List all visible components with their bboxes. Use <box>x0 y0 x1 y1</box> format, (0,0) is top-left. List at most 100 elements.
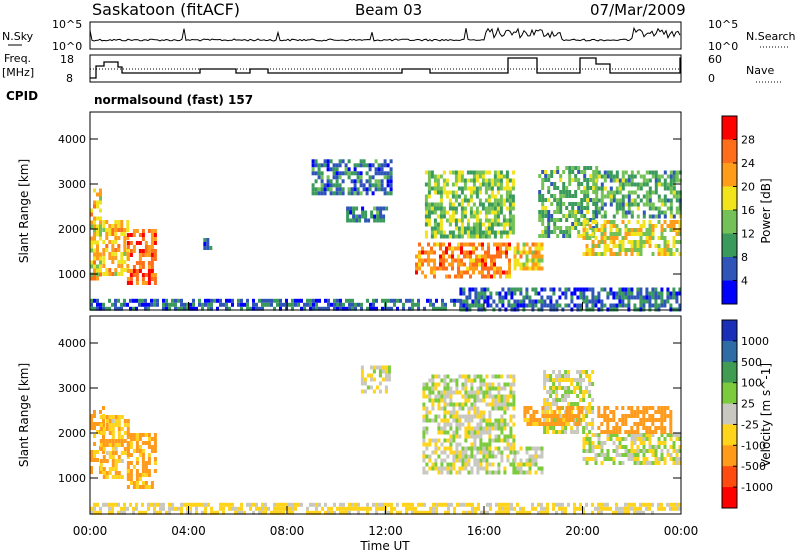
x-axis: 00:00 04:00 08:00 12:00 16:00 20:00 00:00 <box>73 302 699 538</box>
x-tick-label: 12:00 <box>368 524 403 538</box>
heatmap-region <box>203 238 213 250</box>
colorbar-swatch <box>722 424 737 446</box>
colorbar-frame <box>721 319 738 509</box>
colorbar-tick-label: -100 <box>741 439 766 452</box>
heatmap-region <box>90 298 462 311</box>
y-tick-label: 2000 <box>58 427 86 440</box>
cpid-label: CPID <box>6 89 38 103</box>
colorbar-swatch <box>722 466 737 488</box>
heatmap-region <box>90 188 102 281</box>
noise-panel: N.Sky 10^5 10^0 10^5 10^0 N.Search <box>2 18 796 53</box>
cpid-value: normalsound (fast) 157 <box>94 93 253 107</box>
nave-tick-bottom: 0 <box>708 72 715 85</box>
colorbar-tick-label: 8 <box>741 251 748 264</box>
x-tick-label: 00:00 <box>73 524 108 538</box>
colorbar-tick-label: 16 <box>741 204 755 217</box>
heatmap-region <box>513 242 544 271</box>
colorbar-swatch <box>722 340 737 363</box>
y-tick-label: 4000 <box>58 133 86 146</box>
colorbar-tick-label: 1000 <box>741 335 769 348</box>
nave-tick-top: 60 <box>708 53 722 66</box>
colorbar-swatch <box>722 233 737 258</box>
freq-tick-bottom: 8 <box>66 72 73 85</box>
colorbar-tick-label: -500 <box>741 460 766 473</box>
freq-tick-top: 18 <box>60 53 74 66</box>
colorbar-swatch <box>722 210 737 234</box>
noise-right-tick-top: 10^5 <box>708 18 738 31</box>
colorbar-swatch <box>722 116 737 140</box>
y-tick-label: 3000 <box>58 178 86 191</box>
heatmap-region <box>102 220 130 276</box>
freq-label-line2: [MHz] <box>2 66 34 79</box>
x-axis-label: Time UT <box>359 539 410 553</box>
y-tick-label: 3000 <box>58 382 86 395</box>
power-colorbar: 4 8 12 16 20 24 28 <box>721 115 755 305</box>
x-tick-label: 04:00 <box>171 524 206 538</box>
colorbar-tick-label: 20 <box>741 181 755 194</box>
heatmap-region <box>126 433 157 489</box>
velocity-ylabel: Slant Range [km] <box>17 363 31 467</box>
freq-panel: Freq. [MHz] 18 8 60 0 Nave <box>2 52 782 85</box>
x-tick-label: 08:00 <box>270 524 305 538</box>
colorbar-tick-label: 500 <box>741 356 762 369</box>
heatmap-region <box>424 170 515 239</box>
heatmap-region <box>597 406 673 434</box>
noise-sky-trace <box>89 26 681 42</box>
velocity-frame <box>89 315 682 515</box>
power-panel: 1000 2000 3000 4000 Slant Range [km] 4 8 12 16… <box>17 111 773 312</box>
nave-label: Nave <box>746 64 774 77</box>
colorbar-tick-label: 12 <box>741 228 755 241</box>
colorbar-swatch <box>722 163 737 187</box>
freq-trace <box>90 57 681 79</box>
noise-right-tick-bottom: 10^0 <box>708 40 738 53</box>
colorbar-tick-label: 4 <box>741 275 748 288</box>
heatmap-region <box>126 229 157 285</box>
colorbar-swatch <box>722 139 737 164</box>
heatmap-region <box>311 159 393 196</box>
colorbar-swatch <box>722 403 737 425</box>
noise-sky-label: N.Sky <box>2 30 34 43</box>
colorbar-swatch <box>722 361 737 384</box>
heatmap-region <box>523 406 584 426</box>
heatmap-region <box>594 170 682 219</box>
heatmap-region <box>513 446 544 475</box>
y-tick-label: 1000 <box>58 472 86 485</box>
noise-left-tick-bottom: 10^0 <box>52 40 82 53</box>
beam-label: Beam 03 <box>355 1 422 19</box>
x-tick-label: 20:00 <box>565 524 600 538</box>
colorbar-tick-label: 100 <box>741 377 762 390</box>
colorbar-swatch <box>722 382 737 405</box>
colorbar-tick-label: 24 <box>741 157 755 170</box>
noise-search-label: N.Search <box>746 30 796 43</box>
power-heatmap <box>90 159 682 312</box>
heatmap-region <box>582 220 682 256</box>
y-tick-label: 2000 <box>58 223 86 236</box>
colorbar-tick-label: -25 <box>741 418 759 431</box>
heatmap-region <box>346 206 389 223</box>
colorbar-swatch <box>722 280 737 305</box>
velocity-colorbar: 1000 500 100 25 -25 -100 -500 -1000 <box>721 319 773 509</box>
y-tick-label: 1000 <box>58 268 86 281</box>
power-ylabel: Slant Range [km] <box>17 159 31 263</box>
heatmap-region <box>459 287 682 312</box>
colorbar-swatch <box>722 445 737 467</box>
x-tick-label: 16:00 <box>467 524 502 538</box>
colorbar-tick-label: 28 <box>741 134 755 147</box>
colorbar-swatch <box>722 186 737 211</box>
heatmap-region <box>538 166 599 238</box>
noise-left-tick-top: 10^5 <box>52 18 82 31</box>
velocity-heatmap <box>90 365 682 515</box>
velocity-colorbar-label: Velocity [m s^-1] <box>759 363 773 467</box>
heatmap-region <box>415 242 511 279</box>
power-colorbar-label: Power [dB] <box>759 178 773 243</box>
figure-title: Saskatoon (fitACF) <box>92 0 240 19</box>
y-tick-label: 4000 <box>58 337 86 350</box>
colorbar-tick-label: -1000 <box>741 481 773 494</box>
x-tick-label: 00:00 <box>664 524 699 538</box>
heatmap-region <box>422 374 516 475</box>
colorbar-swatch <box>722 257 737 281</box>
freq-label-line1: Freq. <box>4 52 31 65</box>
date-label: 07/Mar/2009 <box>590 1 686 19</box>
colorbar-swatch <box>722 320 737 342</box>
